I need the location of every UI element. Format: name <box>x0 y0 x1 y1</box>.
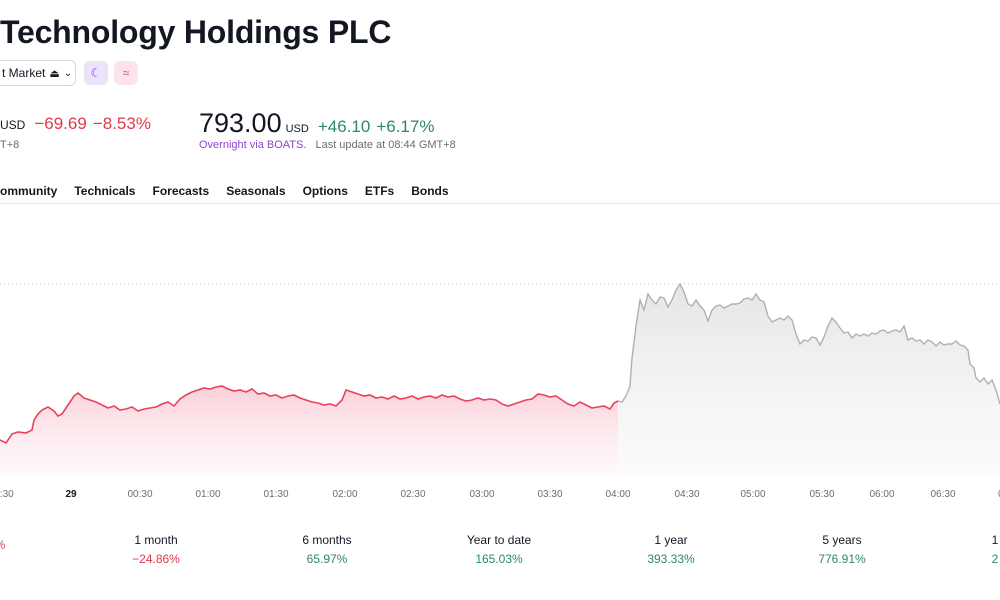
period-label: Year to date <box>466 533 532 547</box>
x-tick-label: 02:00 <box>332 489 357 500</box>
tab-seasonals[interactable]: Seasonals <box>226 184 286 198</box>
period-label: 1 year <box>654 533 688 547</box>
x-tick-label: 07 <box>998 489 1000 500</box>
overnight-session-line <box>617 282 1000 405</box>
x-tick-label: 05:00 <box>740 489 765 500</box>
period-1-month[interactable]: 1 month −24.86% <box>96 533 216 566</box>
tab-bonds[interactable]: Bonds <box>411 184 449 198</box>
tab-bar: ommunity Technicals Forecasts Seasonals … <box>0 184 466 198</box>
x-tick-label: 04:30 <box>674 489 699 500</box>
tab-divider <box>0 203 1000 204</box>
x-tick-label: 03:00 <box>469 489 494 500</box>
overnight-change: +46.10 <box>317 117 371 136</box>
x-tick-label: 01:00 <box>195 489 220 500</box>
x-tick-label: 3:30 <box>0 489 14 500</box>
period-value: 2 <box>991 552 999 566</box>
regular-price-block: USD −69.69 −8.53% <box>0 114 151 134</box>
x-tick-label: 02:30 <box>400 489 425 500</box>
tab-community[interactable]: ommunity <box>0 184 58 198</box>
period-label: 1 month <box>134 533 178 547</box>
market-controls: t Market ⏏ ⌄ ☾ ≈ <box>0 60 138 86</box>
tab-forecasts[interactable]: Forecasts <box>152 184 210 198</box>
market-time-note: T+8 <box>0 139 20 151</box>
page-title: Technology Holdings PLC <box>0 14 392 50</box>
eject-icon: ⏏ <box>49 67 60 80</box>
price-change: −69.69 <box>34 114 87 133</box>
regular-session-line <box>0 385 619 445</box>
market-select-label: t Market <box>2 66 46 80</box>
last-update-text: Last update at 08:44 GMT+8 <box>315 139 456 151</box>
overnight-source-link[interactable]: Overnight via BOATS. <box>199 139 307 151</box>
overnight-price: 793.00 <box>199 108 282 138</box>
period-label: 1 <box>991 533 999 547</box>
currency-label: USD <box>0 118 26 132</box>
x-axis-ticks: 3:30 29 00:30 01:00 01:30 02:00 02:30 03:00 03:3… <box>0 489 1000 500</box>
tab-etfs[interactable]: ETFs <box>364 184 395 198</box>
overnight-status: Overnight via BOATS. Last update at 08:4… <box>199 139 456 151</box>
chevron-down-icon: ⌄ <box>63 67 73 79</box>
overnight-change-percent: +6.17% <box>376 117 435 136</box>
wave-icon[interactable]: ≈ <box>114 61 138 85</box>
price-chart[interactable]: 3:30 29 00:30 01:00 01:30 02:00 02:30 03:00 03:3… <box>0 210 1000 510</box>
x-tick-label: 04:00 <box>605 489 630 500</box>
period-10-years[interactable]: 1 2 <box>935 533 1000 566</box>
x-tick-label: 01:30 <box>263 489 288 500</box>
tab-options[interactable]: Options <box>302 184 348 198</box>
period-ytd[interactable]: Year to date 165.03% <box>439 533 559 566</box>
overnight-price-block: 793.00 USD +46.10 +6.17% <box>199 108 434 139</box>
period-6-months[interactable]: 6 months 65.97% <box>267 533 387 566</box>
tab-technicals[interactable]: Technicals <box>74 184 136 198</box>
moon-icon[interactable]: ☾ <box>84 61 108 85</box>
period-5-years[interactable]: 5 years 776.91% <box>782 533 902 566</box>
period-label: 5 years <box>822 533 862 547</box>
period-value: 776.91% <box>818 552 866 566</box>
period-value: % <box>0 538 60 552</box>
performance-row: % 1 month −24.86% 6 months 65.97% Year t… <box>0 533 1000 573</box>
x-tick-label: 06:00 <box>869 489 894 500</box>
market-select[interactable]: t Market ⏏ ⌄ <box>0 60 76 86</box>
period-value: 165.03% <box>475 552 523 566</box>
x-tick-label: 29 <box>65 489 77 500</box>
period-1-year[interactable]: 1 year 393.33% <box>611 533 731 566</box>
x-tick-label: 03:30 <box>537 489 562 500</box>
price-change-percent: −8.53% <box>92 114 151 133</box>
period-value: 393.33% <box>647 552 695 566</box>
period-label: 6 months <box>302 533 352 547</box>
period-1-day[interactable]: % <box>0 533 60 552</box>
x-tick-label: 06:30 <box>930 489 955 500</box>
overnight-session-area <box>618 284 1000 476</box>
period-value: 65.97% <box>306 552 348 566</box>
x-tick-label: 05:30 <box>809 489 834 500</box>
overnight-currency: USD <box>285 123 309 135</box>
regular-session-area <box>0 386 618 476</box>
period-value: −24.86% <box>132 552 180 566</box>
x-tick-label: 00:30 <box>127 489 152 500</box>
